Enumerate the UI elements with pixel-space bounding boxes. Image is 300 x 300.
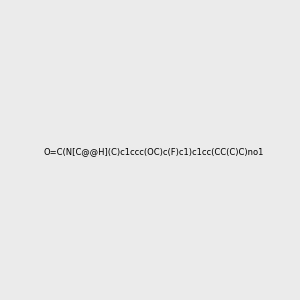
Text: O=C(N[C@@H](C)c1ccc(OC)c(F)c1)c1cc(CC(C)C)no1: O=C(N[C@@H](C)c1ccc(OC)c(F)c1)c1cc(CC(C)…	[44, 147, 264, 156]
